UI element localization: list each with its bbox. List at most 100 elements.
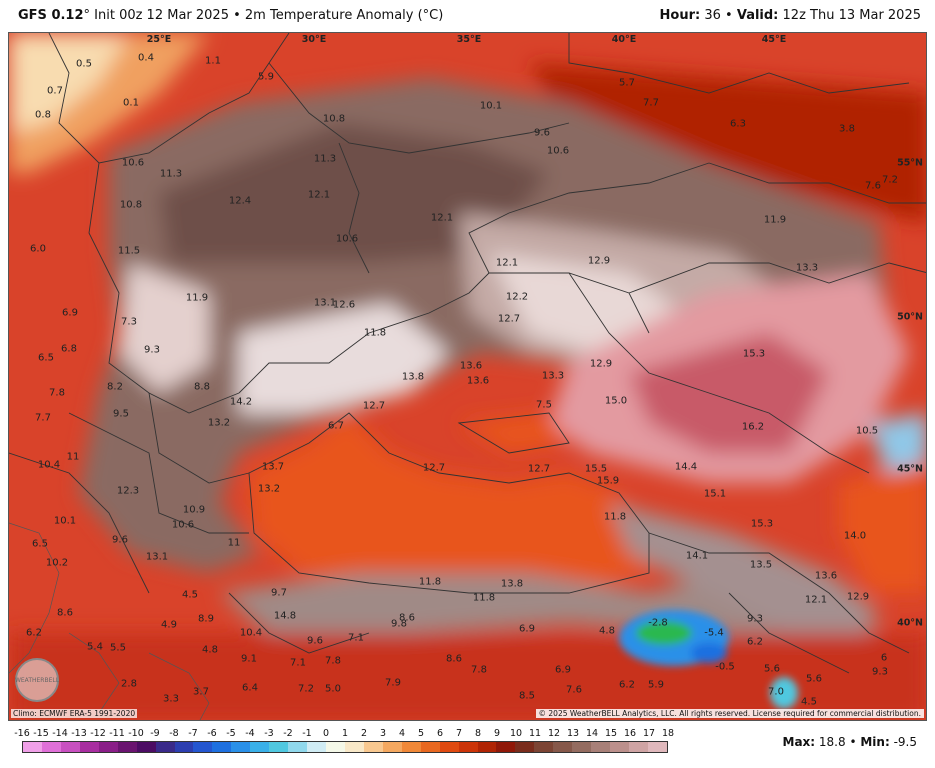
anomaly-value-label: 10.4: [37, 459, 61, 471]
anomaly-value-label: 7.9: [385, 677, 401, 689]
anomaly-value-label: 13.3: [541, 370, 565, 382]
legend-tick-label: 5: [417, 728, 425, 739]
anomaly-value-label: 6.2: [619, 679, 635, 691]
map-field: [9, 33, 926, 720]
legend-color-swatch: [193, 742, 213, 752]
legend-color-swatch: [23, 742, 42, 752]
legend-tick-label: -16: [14, 728, 30, 739]
legend-color-swatch: [136, 742, 156, 752]
legend-color-swatch: [591, 742, 611, 752]
anomaly-value-label: 12.9: [587, 255, 611, 267]
anomaly-map[interactable]: 25°E 30°E 35°E 40°E 45°E 55°N 50°N 45°N …: [8, 32, 927, 721]
anomaly-value-label: 14.2: [229, 396, 253, 408]
legend-tick-label: -15: [33, 728, 49, 739]
anomaly-value-label: 2.8: [121, 678, 137, 690]
anomaly-value-label: 9.5: [113, 408, 129, 420]
anomaly-value-label: 11.8: [472, 592, 496, 604]
legend-color-swatch: [382, 742, 402, 752]
anomaly-value-label: -0.5: [715, 661, 735, 673]
anomaly-value-label: 10.4: [239, 627, 263, 639]
anomaly-value-label: 6.5: [38, 352, 54, 364]
anomaly-value-label: 7.6: [865, 180, 881, 192]
anomaly-value-label: 13.7: [261, 461, 285, 473]
legend-color-swatch: [363, 742, 383, 752]
legend-tick-label: -9: [150, 728, 160, 739]
legend-color-swatch: [477, 742, 497, 752]
legend-tick-label: 13: [566, 728, 580, 739]
anomaly-value-label: 7.8: [49, 387, 65, 399]
cold-pocket: [619, 610, 798, 709]
anomaly-value-label: 11: [66, 451, 80, 463]
anomaly-value-label: 0.4: [138, 52, 154, 64]
anomaly-value-label: 1.1: [205, 55, 221, 67]
anomaly-value-label: 11.8: [363, 327, 387, 339]
anomaly-value-label: 7.2: [882, 174, 898, 186]
legend-color-swatch: [307, 742, 326, 752]
legend-color-swatch: [420, 742, 440, 752]
legend-color-swatch: [79, 742, 99, 752]
weatherbell-logo: WEATHERBELL: [15, 658, 59, 702]
legend-color-swatch: [212, 742, 232, 752]
anomaly-value-label: 10.1: [53, 515, 77, 527]
anomaly-value-label: 0.8: [35, 109, 51, 121]
legend-tick-label: -13: [71, 728, 87, 739]
legend-tick-label: -1: [302, 728, 312, 739]
anomaly-value-label: 14.1: [685, 550, 709, 562]
anomaly-value-label: 7.2: [298, 683, 314, 695]
anomaly-value-label: 7.8: [325, 655, 341, 667]
anomaly-value-label: 13.6: [459, 360, 483, 372]
legend-tick-label: 2: [360, 728, 368, 739]
anomaly-value-label: 4.5: [182, 589, 198, 601]
anomaly-value-label: 4.8: [599, 625, 615, 637]
init-text: ° Init 00z 12 Mar 2025 • 2m Temperature …: [83, 8, 444, 23]
lat-label-40: 40°N: [897, 617, 923, 629]
anomaly-value-label: 7.1: [290, 657, 306, 669]
anomaly-value-label: 9.3: [144, 344, 160, 356]
anomaly-value-label: 3.7: [193, 686, 209, 698]
anomaly-value-label: 6.5: [32, 538, 48, 550]
legend-color-swatch: [553, 742, 573, 752]
legend-tick-label: -2: [283, 728, 293, 739]
anomaly-value-label: 13.1: [145, 551, 169, 563]
legend-tick-label: 4: [398, 728, 406, 739]
anomaly-value-label: 10.5: [855, 425, 879, 437]
anomaly-value-label: 11.5: [117, 245, 141, 257]
anomaly-value-label: 11.9: [763, 214, 787, 226]
anomaly-value-label: 9.6: [112, 534, 128, 546]
anomaly-value-label: 8.6: [446, 653, 462, 665]
legend-tick-label: 16: [623, 728, 637, 739]
anomaly-value-label: 15.9: [596, 475, 620, 487]
lon-label-25: 25°E: [146, 34, 172, 45]
anomaly-value-label: 9.6: [307, 635, 323, 647]
legend-color-swatch: [155, 742, 175, 752]
anomaly-value-label: 6.7: [328, 420, 344, 432]
anomaly-value-label: 9.7: [271, 587, 287, 599]
anomaly-value-label: 10.2: [45, 557, 69, 569]
max-label: Max:: [782, 735, 816, 749]
anomaly-value-label: 12.1: [495, 257, 519, 269]
lon-label-45: 45°E: [761, 34, 787, 45]
anomaly-value-label: 13.2: [207, 417, 231, 429]
anomaly-value-label: 5.6: [806, 673, 822, 685]
lat-label-45: 45°N: [897, 463, 923, 475]
anomaly-value-label: 5.7: [619, 77, 635, 89]
legend-color-swatch: [401, 742, 421, 752]
legend-tick-label: 18: [661, 728, 675, 739]
min-value: -9.5: [893, 735, 917, 749]
legend-tick-label: -14: [52, 728, 68, 739]
anomaly-value-label: 12.7: [527, 463, 551, 475]
valid-value: 12z Thu 13 Mar 2025: [782, 8, 921, 23]
legend-color-swatch: [326, 742, 345, 752]
anomaly-value-label: 7.7: [643, 97, 659, 109]
legend-color-swatch: [250, 742, 270, 752]
legend-color-swatch: [534, 742, 554, 752]
anomaly-value-label: 13.1: [313, 297, 337, 309]
anomaly-value-label: 6.9: [519, 623, 535, 635]
legend-colorbar: [22, 741, 668, 753]
header-title: GFS 0.12° Init 00z 12 Mar 2025 • 2m Temp…: [18, 8, 443, 23]
anomaly-value-label: 4.9: [161, 619, 177, 631]
anomaly-value-label: 13.6: [814, 570, 838, 582]
anomaly-value-label: 12.7: [497, 313, 521, 325]
borders: [9, 33, 926, 674]
legend-tick-label: 15: [604, 728, 618, 739]
